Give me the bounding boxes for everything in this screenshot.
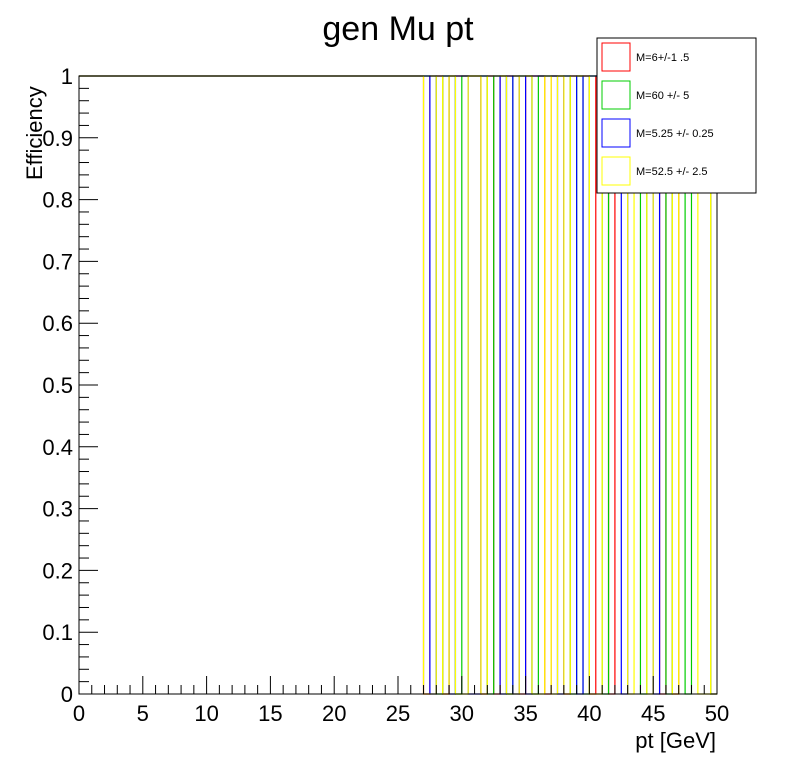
y-tick-label: 0.3	[42, 497, 73, 522]
x-tick-label: 5	[137, 701, 149, 726]
legend-swatch-4	[601, 156, 631, 186]
legend-swatch-2	[601, 80, 631, 110]
x-tick-label: 15	[258, 701, 282, 726]
y-axis-title: Efficiency	[22, 86, 47, 180]
x-tick-label: 50	[705, 701, 729, 726]
x-tick-label: 0	[73, 701, 85, 726]
y-tick-label: 0.9	[42, 126, 73, 151]
legend: M=6+/-1 .5 M=60 +/- 5 M=5.25 +/- 0.25 M=52.…	[596, 37, 757, 194]
legend-label-1: M=6+/-1 .5	[636, 52, 689, 64]
y-tick-label: 0.8	[42, 188, 73, 213]
legend-label-3: M=5.25 +/- 0.25	[636, 128, 714, 140]
chart-title: gen Mu pt	[322, 10, 474, 48]
x-tick-label: 30	[450, 701, 474, 726]
y-tick-label: 0.7	[42, 249, 73, 274]
legend-label-4: M=52.5 +/- 2.5	[636, 166, 708, 178]
y-tick-label: 0.4	[42, 435, 73, 460]
y-tick-label: 0.5	[42, 373, 73, 398]
y-tick-label: 0.6	[42, 311, 73, 336]
x-tick-label: 40	[577, 701, 601, 726]
x-tick-label: 45	[641, 701, 665, 726]
x-tick-label: 20	[322, 701, 346, 726]
legend-box	[596, 37, 757, 194]
y-tick-label: 0.2	[42, 558, 73, 583]
y-tick-label: 1	[61, 64, 73, 89]
x-tick-label: 10	[194, 701, 218, 726]
tick-layer: 0 5 10 15 20 25 30 35 40 45 50 0 0.1 0.2 0.3 0.4 0.5 0.6 0…	[42, 64, 729, 726]
x-axis-title: pt [GeV]	[635, 728, 716, 753]
y-tick-label: 0.1	[42, 620, 73, 645]
legend-label-2: M=60 +/- 5	[636, 90, 689, 102]
y-tick-label: 0	[61, 682, 73, 707]
legend-swatch-3	[601, 118, 631, 148]
x-tick-label: 25	[386, 701, 410, 726]
legend-swatch-1	[601, 42, 631, 72]
x-tick-label: 35	[513, 701, 537, 726]
